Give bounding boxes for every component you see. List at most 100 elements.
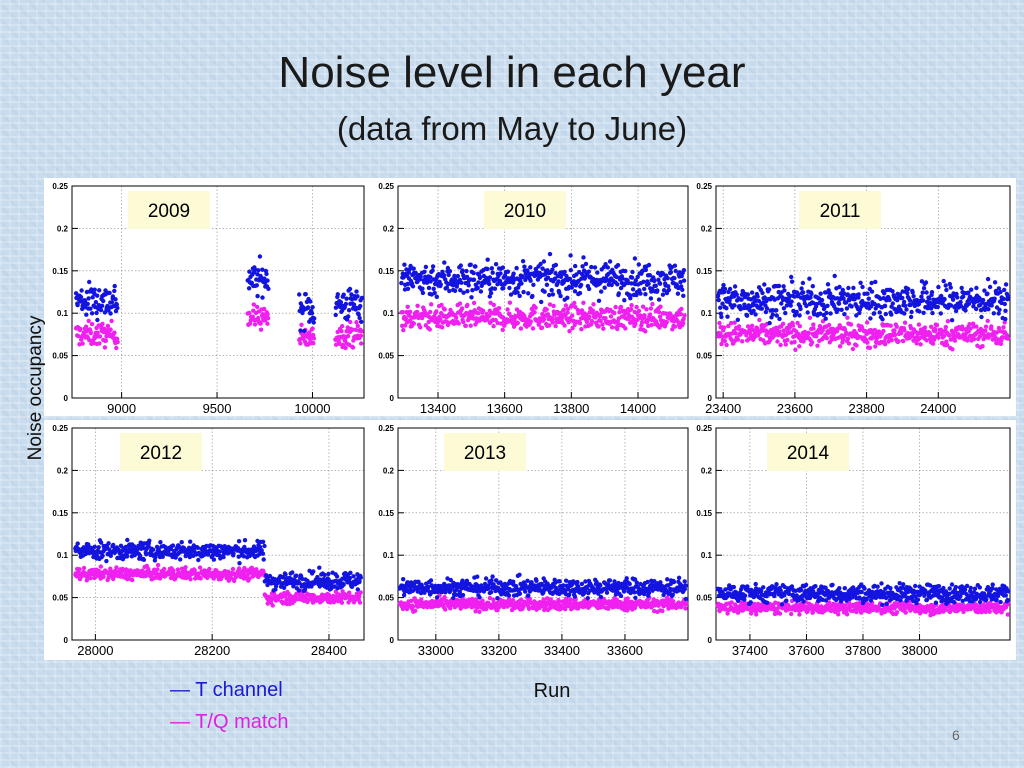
data-point (83, 324, 89, 329)
data-point (923, 280, 929, 285)
data-point (819, 297, 825, 303)
y-tick-label: 0.1 (383, 551, 395, 560)
data-point (612, 310, 617, 316)
data-point (528, 319, 533, 324)
data-point (814, 334, 819, 339)
data-point (487, 281, 492, 287)
plot-frame (715, 185, 1011, 399)
data-point (85, 301, 90, 307)
data-point (681, 293, 686, 298)
data-point (430, 268, 435, 273)
x-tick-label: 23600 (777, 401, 813, 416)
data-point (596, 324, 601, 329)
data-point (459, 306, 465, 311)
data-point (904, 307, 909, 312)
data-point (307, 330, 312, 335)
data-point (944, 287, 949, 293)
data-point (683, 606, 688, 611)
data-point (657, 281, 663, 286)
data-point (478, 289, 484, 294)
x-tick-label: 24000 (920, 401, 956, 416)
data-point (563, 303, 569, 308)
data-point (446, 272, 451, 278)
data-point (88, 330, 94, 336)
data-point (655, 288, 660, 293)
data-point (809, 291, 814, 297)
data-point (418, 325, 423, 330)
data-point (100, 553, 105, 558)
data-point (75, 541, 80, 546)
x-tick-label: 33200 (481, 643, 517, 658)
data-point (547, 292, 552, 298)
data-point (754, 612, 759, 617)
x-tick-label: 14000 (620, 401, 656, 416)
y-tick-label: 0.2 (383, 224, 395, 233)
data-point (258, 327, 264, 332)
data-point (770, 312, 775, 317)
data-point (545, 275, 551, 280)
data-point (851, 285, 856, 291)
data-point (836, 612, 841, 617)
data-point (264, 271, 269, 277)
data-point (333, 305, 339, 310)
data-point (818, 291, 823, 296)
data-point (633, 278, 638, 283)
y-tick-label: 0.15 (696, 509, 712, 518)
data-point (493, 262, 499, 267)
data-point (528, 265, 533, 270)
data-point (952, 338, 958, 343)
data-point (93, 300, 99, 305)
data-point (410, 284, 416, 289)
data-point (798, 306, 803, 312)
data-point (518, 326, 524, 331)
data-point (909, 309, 914, 315)
data-point (296, 588, 302, 593)
data-point (469, 295, 474, 300)
data-point (600, 322, 605, 327)
data-point (521, 289, 526, 295)
data-point (639, 320, 645, 325)
data-point (1001, 325, 1006, 330)
data-point (454, 315, 459, 320)
data-point (873, 279, 878, 285)
data-point (265, 278, 270, 283)
data-point (557, 579, 562, 584)
data-point (623, 268, 628, 274)
data-point (207, 566, 212, 572)
data-point (434, 595, 440, 600)
data-point (930, 310, 935, 316)
data-point (498, 271, 503, 276)
data-point (84, 312, 89, 317)
data-point (782, 288, 787, 293)
data-point (562, 323, 567, 328)
y-tick-label: 0.2 (701, 224, 713, 233)
data-point (823, 316, 828, 321)
data-point (792, 339, 797, 345)
y-tick-label: 0 (64, 636, 69, 645)
data-point (544, 282, 550, 287)
data-point (95, 293, 100, 298)
data-point (656, 277, 661, 282)
x-tick-label: 9500 (203, 401, 232, 416)
data-point (911, 294, 916, 299)
data-point (445, 322, 451, 328)
data-point (856, 292, 861, 297)
data-point (468, 323, 473, 328)
data-point (406, 270, 412, 275)
data-point (183, 565, 188, 570)
data-point (578, 282, 584, 288)
data-point (665, 276, 670, 281)
data-point (679, 284, 684, 289)
x-tick-label: 33000 (418, 643, 454, 658)
data-point (1005, 336, 1011, 341)
data-point (97, 341, 102, 346)
data-point (317, 565, 322, 570)
data-point (547, 251, 553, 257)
data-point (678, 279, 683, 285)
data-point (428, 309, 433, 315)
data-point (311, 336, 317, 341)
data-point (115, 305, 120, 311)
data-point (567, 276, 573, 282)
data-point (488, 290, 494, 296)
data-point (805, 310, 810, 315)
